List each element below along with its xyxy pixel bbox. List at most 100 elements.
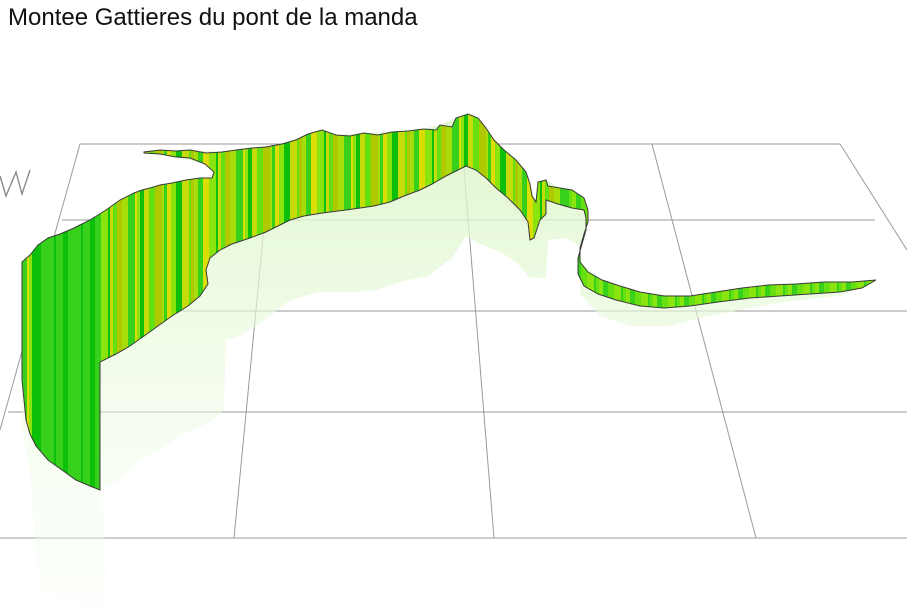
ribbon-stripe xyxy=(695,114,702,490)
ribbon-stripe xyxy=(873,114,876,490)
ribbon-stripe xyxy=(869,114,873,490)
ribbon-stripe xyxy=(144,114,149,490)
ribbon-stripe xyxy=(95,114,101,490)
ribbon-stripe xyxy=(783,114,785,490)
ribbon-stripe xyxy=(32,114,36,490)
ribbon-stripe xyxy=(338,114,344,490)
ribbon-stripe xyxy=(297,114,299,490)
ribbon-stripe xyxy=(803,114,810,490)
ribbon-stripe xyxy=(392,114,398,490)
ribbon-stripe xyxy=(479,114,486,490)
ribbon-stripe xyxy=(878,100,884,520)
page-title: Montee Gattieres du pont de la manda xyxy=(8,4,418,31)
ribbon-stripe xyxy=(63,114,68,490)
ribbon-stripe xyxy=(351,114,353,490)
ribbon-stripe xyxy=(140,114,144,490)
ribbon-stripe xyxy=(36,114,41,490)
ribbon-stripe xyxy=(59,114,63,490)
ribbon-stripe xyxy=(299,114,302,490)
ribbon-stripe xyxy=(9,100,14,520)
ribbon-stripe xyxy=(662,114,668,490)
ribbon-stripe xyxy=(302,114,306,490)
ribbon-stripe xyxy=(702,114,704,490)
ribbon-stripe xyxy=(648,114,650,490)
ribbon-stripe xyxy=(711,114,716,490)
ribbon-stripe xyxy=(785,114,788,490)
ribbon-stripe xyxy=(866,114,869,490)
ribbon-stripe xyxy=(884,100,891,520)
ribbon-stripe xyxy=(329,114,333,490)
ribbon-stripe xyxy=(387,114,392,490)
ribbon-stripe xyxy=(488,114,491,490)
ribbon-stripe xyxy=(353,114,356,490)
ribbon-stripe xyxy=(47,114,54,490)
ribbon-stripe xyxy=(311,114,317,490)
ribbon-stripe xyxy=(344,114,351,490)
ribbon-stripe xyxy=(54,114,56,490)
ribbon-stripe xyxy=(155,114,162,490)
ribbon-stripe xyxy=(491,114,495,490)
ribbon-stripe xyxy=(68,114,74,490)
ribbon-stripe xyxy=(770,114,776,490)
ribbon-stripe xyxy=(378,114,380,490)
ribbon-stripe xyxy=(542,114,545,490)
ribbon-stripe xyxy=(135,114,137,490)
ribbon-stripe xyxy=(437,114,441,490)
ribbon-stripe xyxy=(765,114,770,490)
ribbon-stripe xyxy=(522,114,527,490)
ribbon-stripe xyxy=(81,114,83,490)
ribbon-stripe xyxy=(162,114,164,490)
ribbon-stripe xyxy=(749,114,756,490)
ribbon-stripe xyxy=(792,114,797,490)
ribbon-stripe xyxy=(896,100,900,520)
ribbon-stripe xyxy=(626,114,630,490)
ribbon-stripe xyxy=(324,114,326,490)
ribbon-stripe xyxy=(707,114,711,490)
ribbon-stripe xyxy=(398,114,405,490)
ribbon-stripe xyxy=(704,114,707,490)
ribbon-stripe xyxy=(797,114,803,490)
ribbon-stripe xyxy=(527,114,533,490)
ribbon-stripe xyxy=(761,114,765,490)
ribbon-stripe xyxy=(756,114,758,490)
ribbon-stripe xyxy=(2,100,5,520)
ribbon-stripe xyxy=(567,114,569,490)
ribbon-stripe xyxy=(630,114,635,490)
ribbon-stripe xyxy=(108,114,110,490)
ribbon-stripe xyxy=(441,114,446,490)
ribbon-stripe xyxy=(680,114,684,490)
ribbon-stripe xyxy=(83,114,86,490)
ribbon-stripe xyxy=(407,114,410,490)
ribbon-stripe xyxy=(810,114,812,490)
ribbon-stripe xyxy=(837,114,839,490)
ribbon-stripe xyxy=(22,114,27,490)
ribbon-stripe xyxy=(284,114,290,490)
ribbon-stripe xyxy=(41,114,47,490)
ribbon-stripe xyxy=(56,114,59,490)
ribbon-stripe xyxy=(74,114,81,490)
ribbon-stripe xyxy=(576,114,581,490)
ribbon-stripe xyxy=(515,114,518,490)
ribbon-stripe xyxy=(846,114,851,490)
ribbon-stripe xyxy=(117,114,122,490)
ribbon-stripe xyxy=(812,114,815,490)
ribbon-stripe xyxy=(27,114,29,490)
ribbon-stripe xyxy=(137,114,140,490)
ribbon-stripe xyxy=(14,100,20,520)
ribbon-stripe xyxy=(554,114,560,490)
ribbon-stripe xyxy=(122,114,128,490)
ribbon-stripe xyxy=(29,114,32,490)
ribbon-stripe xyxy=(317,114,324,490)
ribbon-stripe xyxy=(650,114,653,490)
ribbon-stripe xyxy=(815,114,819,490)
ribbon-stripe xyxy=(668,114,675,490)
ribbon-stripe xyxy=(189,114,191,490)
ribbon-stripe xyxy=(635,114,641,490)
ribbon-stripe xyxy=(506,114,513,490)
ribbon-stripe xyxy=(581,114,587,490)
ribbon-stripe xyxy=(164,114,167,490)
ribbon-stripe xyxy=(371,114,378,490)
ribbon-stripe xyxy=(5,100,9,520)
ribbon-stripe xyxy=(434,114,437,490)
